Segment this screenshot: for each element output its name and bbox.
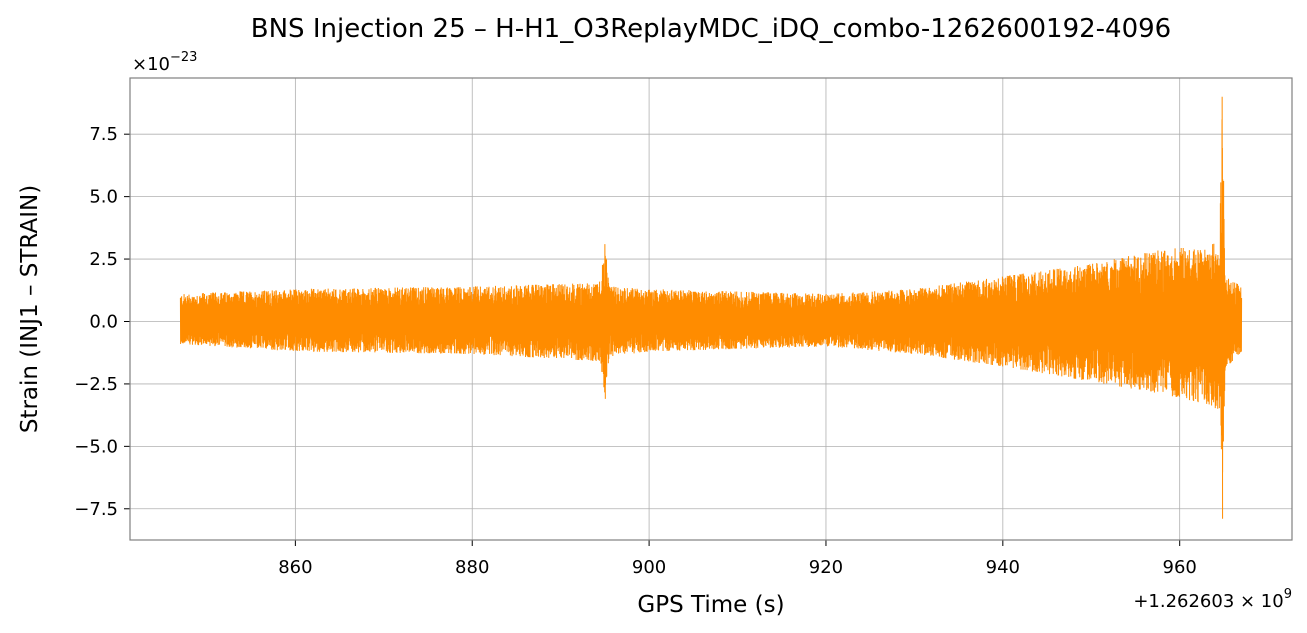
x-axis-label: GPS Time (s) — [637, 592, 784, 618]
x-offset-text: +1.262603 × 109 — [1133, 587, 1292, 612]
plot-frame — [129, 77, 1293, 541]
y-tick-label: 7.5 — [89, 124, 118, 145]
x-tick-label: 860 — [278, 557, 312, 578]
y-tick-label: 5.0 — [89, 187, 118, 208]
x-tick-label: 880 — [455, 557, 489, 578]
x-tick-label: 940 — [986, 557, 1020, 578]
x-offset-exponent: 9 — [1284, 587, 1292, 602]
axis-ticks: 860 880 900 920 940 960 −7.5 −5.0 −2.5 0.0 2.5 5.0 7… — [74, 124, 1197, 578]
y-tick-label: −5.0 — [74, 436, 118, 457]
x-tick-label: 920 — [809, 557, 843, 578]
x-tick-label: 900 — [632, 557, 666, 578]
y-scale-multiplier: ×10−23 — [132, 50, 197, 75]
y-scale-exponent: −23 — [170, 50, 197, 65]
y-tick-label: −7.5 — [74, 499, 118, 520]
y-scale-base: ×10 — [132, 54, 170, 75]
y-axis-label: Strain (INJ1 – STRAIN) — [17, 185, 43, 433]
x-tick-label: 960 — [1163, 557, 1197, 578]
y-tick-label: −2.5 — [74, 374, 118, 395]
y-tick-label: 0.0 — [89, 311, 118, 332]
strain-series-line — [179, 96, 1243, 519]
x-offset-base: +1.262603 × 10 — [1133, 591, 1283, 612]
chart-title: BNS Injection 25 – H-H1_O3ReplayMDC_iDQ_… — [251, 14, 1171, 44]
y-tick-label: 2.5 — [89, 249, 118, 270]
